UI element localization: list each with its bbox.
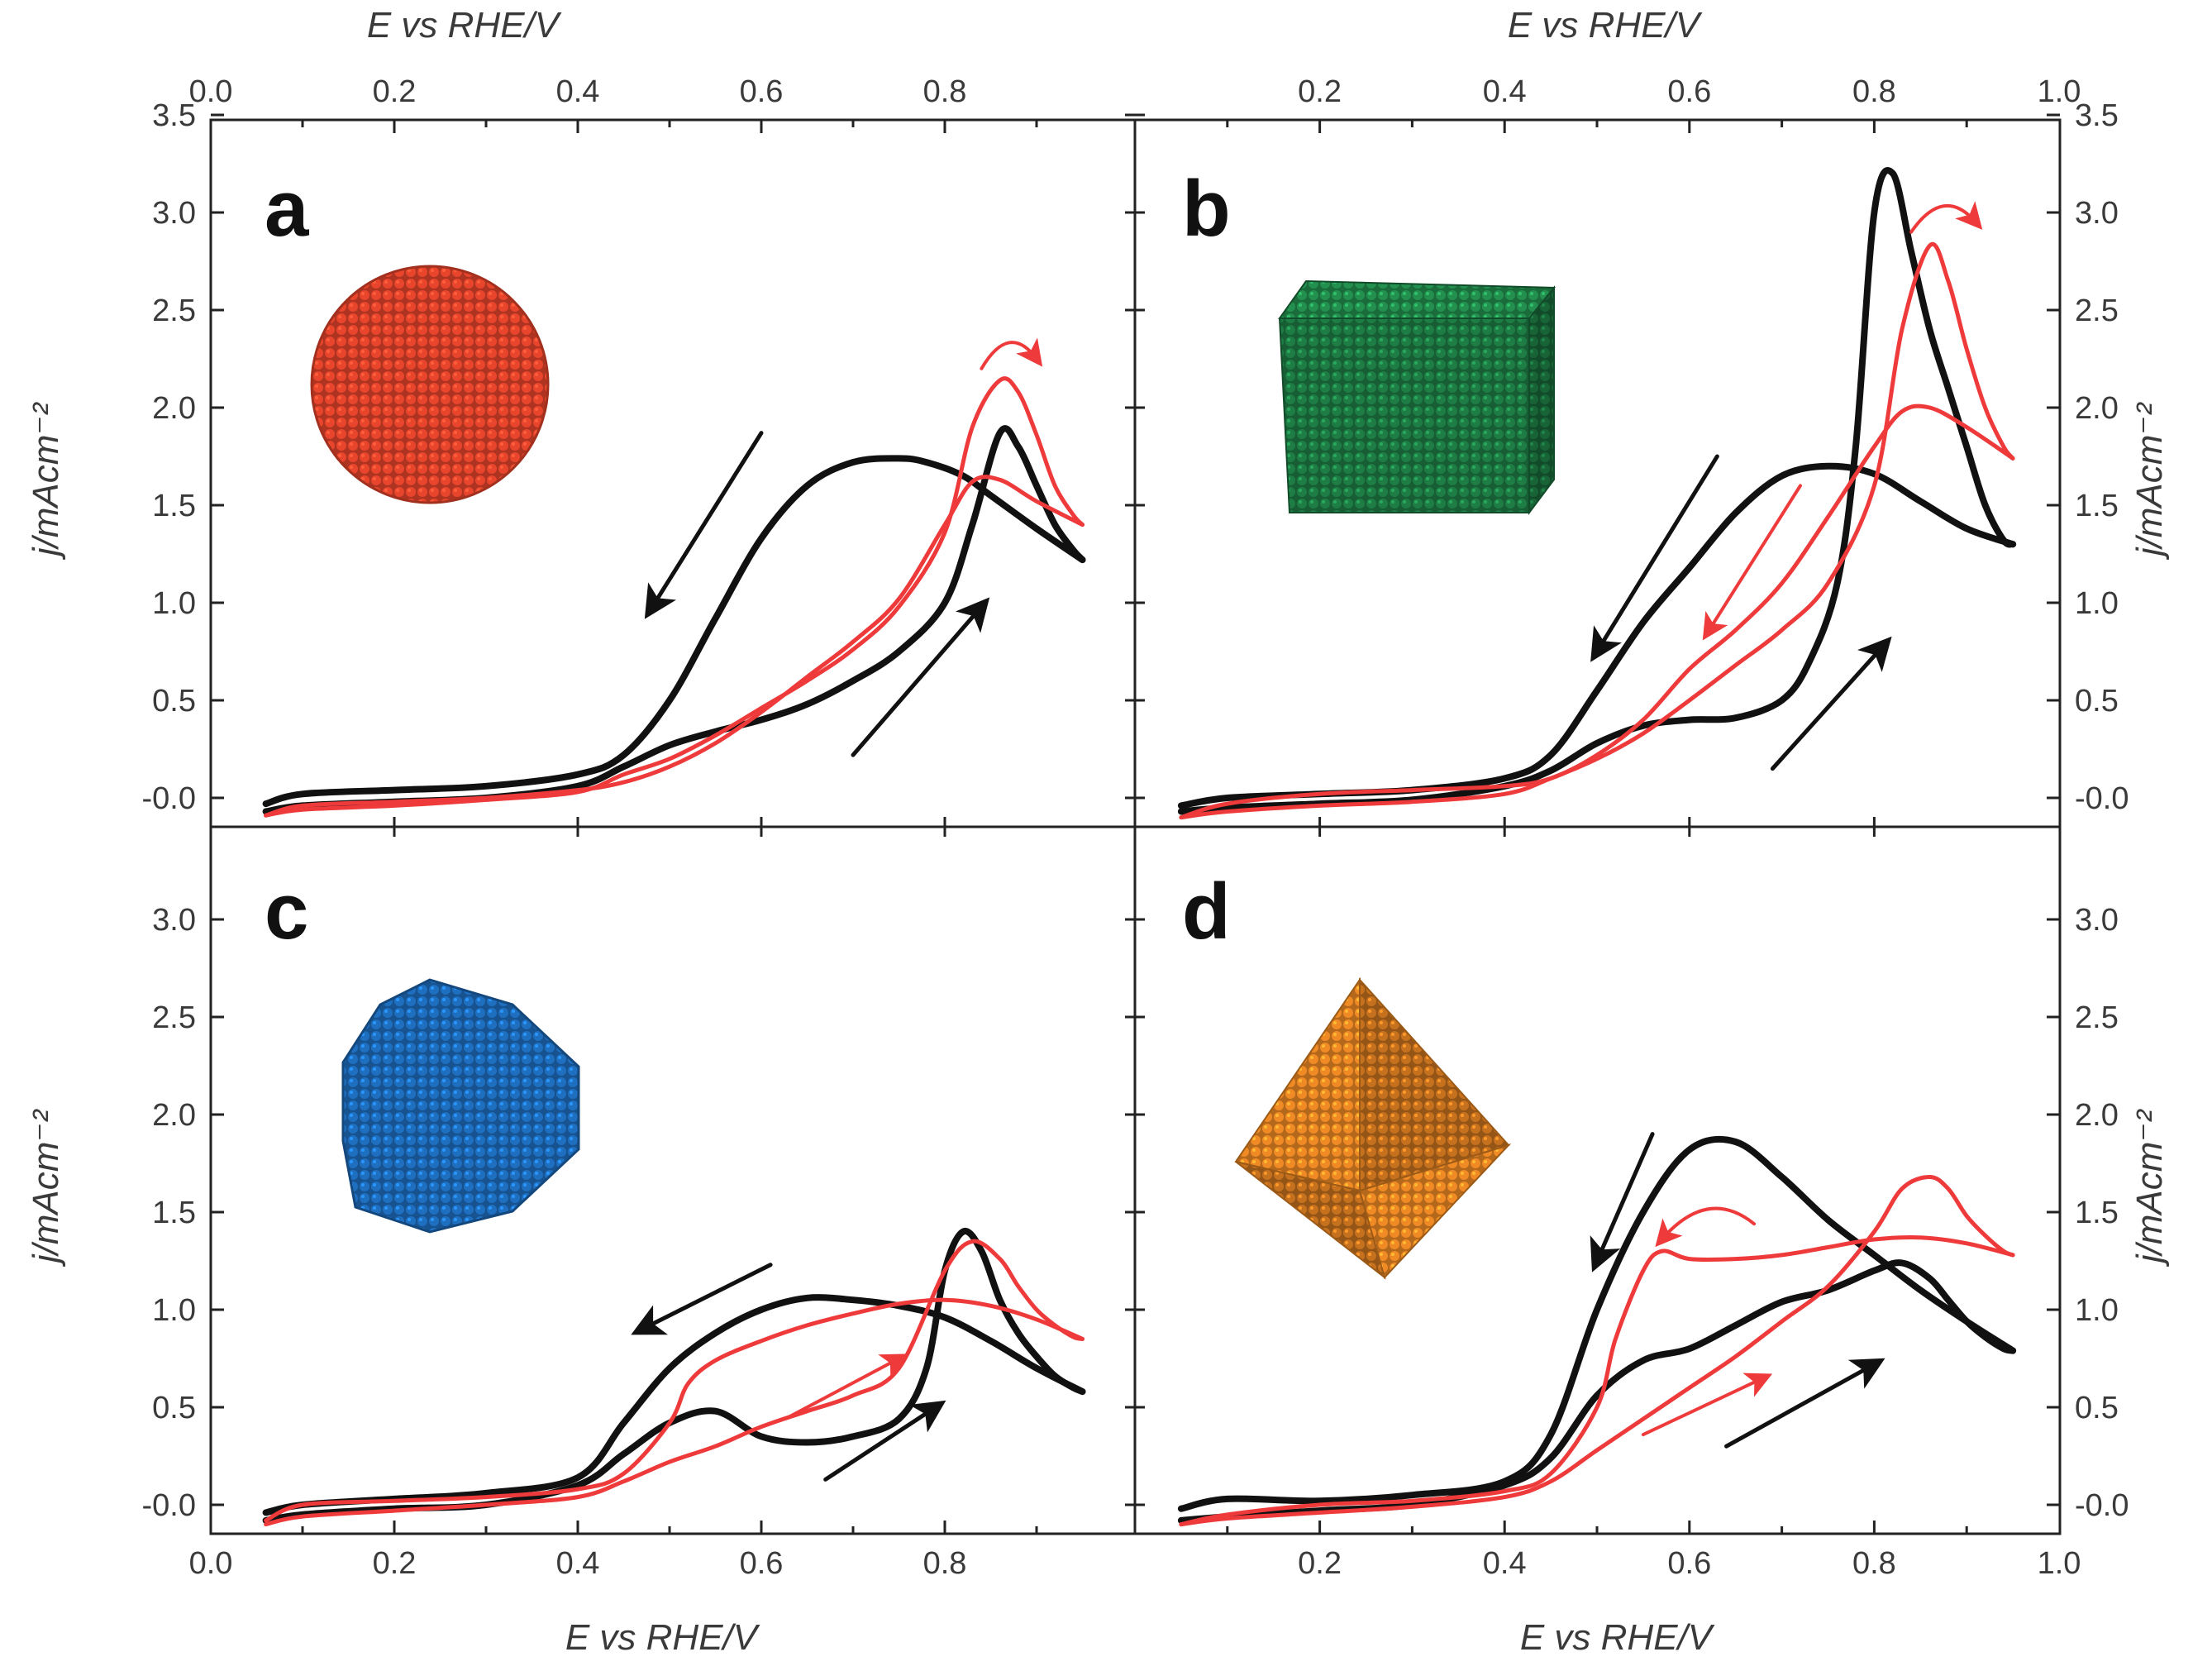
bottom-x-tick-label-right: 0.6 bbox=[1667, 1546, 1711, 1581]
y-tick-label-left: 1.0 bbox=[152, 586, 196, 621]
top-x-tick-label-left: 0.6 bbox=[740, 74, 784, 109]
y-tick-label-right: -0.0 bbox=[2075, 781, 2129, 816]
nanoparticle-illustrations bbox=[310, 265, 1557, 1280]
panel-c-curve-red-forward bbox=[264, 1239, 1085, 1527]
voltammetry-curves bbox=[262, 167, 2017, 1527]
panel-a-arrow-0 bbox=[644, 431, 764, 619]
panel-c-curve-black-forward bbox=[262, 1228, 1086, 1524]
panel-c-arrow-1 bbox=[823, 1400, 946, 1482]
y-tick-label-left: 3.5 bbox=[152, 98, 196, 133]
panel-d-curve-red-forward bbox=[1179, 1175, 2015, 1527]
y-tick-label-left: -0.0 bbox=[142, 1488, 196, 1523]
panel-label-a: a bbox=[265, 165, 309, 253]
y-tick-label-left: 1.5 bbox=[152, 489, 196, 523]
top-x-tick-label-left: 0.4 bbox=[556, 74, 600, 109]
bottom-x-tick-label-left: 0.2 bbox=[373, 1546, 417, 1581]
y-tick-label-right: 1.0 bbox=[2075, 1293, 2119, 1328]
top-x-tick-label-left: 0.0 bbox=[189, 74, 233, 109]
top-x-axis-title-right: E vs RHE/V bbox=[1508, 5, 1703, 45]
y-tick-label-left: 2.5 bbox=[152, 294, 196, 328]
y-axis-title-right-top: j/mAcm⁻² bbox=[2129, 402, 2170, 560]
bottom-x-tick-label-right: 1.0 bbox=[2038, 1546, 2081, 1581]
top-x-tick-label-right: 0.2 bbox=[1298, 74, 1342, 109]
direction-arrows bbox=[631, 201, 1983, 1482]
panel-a-arrow-1 bbox=[851, 597, 990, 757]
y-tick-label-right: 3.5 bbox=[2075, 98, 2119, 133]
panel-b-curved-arrow-3 bbox=[1909, 201, 1983, 234]
y-tick-label-right: 0.5 bbox=[2075, 684, 2119, 719]
top-x-tick-label-left: 0.8 bbox=[923, 74, 967, 109]
bottom-x-axis-title-right: E vs RHE/V bbox=[1520, 1617, 1715, 1658]
panel-b-arrow-1 bbox=[1770, 636, 1892, 771]
y-tick-label-left: -0.0 bbox=[142, 781, 196, 816]
panel-a-curve-black-backward bbox=[262, 455, 1086, 808]
bottom-x-tick-label-left: 0.4 bbox=[556, 1546, 600, 1581]
y-tick-label-right: 3.0 bbox=[2075, 903, 2119, 938]
bottom-x-tick-label-left: 0.8 bbox=[923, 1546, 967, 1581]
panel-d-curved-arrow-3 bbox=[1655, 1206, 1757, 1248]
panel-c-arrow-2 bbox=[787, 1354, 908, 1419]
bottom-x-tick-label-right: 0.8 bbox=[1852, 1546, 1896, 1581]
panel-b-curve-red-backward bbox=[1179, 403, 2015, 820]
y-tick-label-left: 2.0 bbox=[152, 1098, 196, 1133]
axis-ticks bbox=[209, 113, 2060, 1534]
top-x-tick-label-right: 0.6 bbox=[1667, 74, 1711, 109]
y-tick-label-right: 0.5 bbox=[2075, 1391, 2119, 1425]
y-tick-label-left: 3.0 bbox=[152, 196, 196, 231]
y-tick-label-right: 2.0 bbox=[2075, 1098, 2119, 1133]
top-x-axis-title-left: E vs RHE/V bbox=[367, 5, 562, 45]
y-tick-label-left: 0.5 bbox=[152, 684, 196, 719]
bottom-x-tick-label-right: 0.4 bbox=[1483, 1546, 1527, 1581]
y-tick-label-left: 2.5 bbox=[152, 1000, 196, 1035]
panel-c-curve-red-backward bbox=[264, 1297, 1085, 1523]
panel-c-curve-black-backward bbox=[262, 1294, 1086, 1516]
y-tick-label-left: 1.5 bbox=[152, 1196, 196, 1230]
top-x-tick-label-left: 0.2 bbox=[373, 74, 417, 109]
bottom-x-axis-title-left: E vs RHE/V bbox=[565, 1617, 760, 1658]
y-tick-label-left: 3.0 bbox=[152, 903, 196, 938]
y-tick-label-right: 2.0 bbox=[2075, 391, 2119, 426]
bottom-x-tick-label-left: 0.0 bbox=[189, 1546, 233, 1581]
top-x-tick-label-right: 1.0 bbox=[2038, 74, 2081, 109]
cube-nanoparticle-image bbox=[1278, 279, 1557, 515]
panel-a-curved-arrow-2 bbox=[980, 337, 1043, 370]
panel-b-arrow-0 bbox=[1590, 454, 1719, 662]
y-axis-title-left-bottom: j/mAcm⁻² bbox=[26, 1109, 66, 1267]
y-axis-title-right-bottom: j/mAcm⁻² bbox=[2129, 1109, 2170, 1267]
panel-b-curve-black-forward bbox=[1177, 167, 2017, 815]
panel-d-arrow-0 bbox=[1590, 1132, 1655, 1272]
sphere-nanoparticle-image bbox=[310, 265, 550, 504]
panel-label-d: d bbox=[1182, 867, 1231, 956]
cuboctahedron-nanoparticle-image bbox=[341, 978, 580, 1234]
y-tick-label-right: -0.0 bbox=[2075, 1488, 2129, 1523]
panel-d-curve-red-backward bbox=[1179, 1234, 2015, 1527]
top-x-tick-label-right: 0.8 bbox=[1852, 74, 1896, 109]
panel-b-arrow-2 bbox=[1702, 484, 1802, 641]
axis-tick-labels: 0.0 0.0 0.2 0.2 0.4 0.4 0.6 0.6 0.8 0.8 0.2 0.2 0.4 0… bbox=[142, 74, 2129, 1581]
y-tick-label-right: 1.0 bbox=[2075, 586, 2119, 621]
panel-a-curve-red-backward bbox=[264, 475, 1085, 818]
y-tick-label-right: 2.5 bbox=[2075, 294, 2119, 328]
panel-d-arrow-1 bbox=[1724, 1358, 1885, 1449]
bottom-x-tick-label-left: 0.6 bbox=[740, 1546, 784, 1581]
panel-d-arrow-2 bbox=[1641, 1373, 1773, 1437]
y-tick-label-left: 0.5 bbox=[152, 1391, 196, 1425]
octahedron-nanoparticle-image bbox=[1234, 976, 1512, 1280]
panel-d-curve-black-backward bbox=[1177, 1135, 2017, 1512]
top-x-tick-label-right: 0.4 bbox=[1483, 74, 1527, 109]
y-tick-label-right: 1.5 bbox=[2075, 1196, 2119, 1230]
panel-label-c: c bbox=[265, 867, 308, 956]
y-axis-title-left-top: j/mAcm⁻² bbox=[26, 402, 66, 560]
y-tick-label-left: 2.0 bbox=[152, 391, 196, 426]
panel-label-b: b bbox=[1182, 165, 1231, 253]
y-tick-label-right: 2.5 bbox=[2075, 1000, 2119, 1035]
panel-c-arrow-0 bbox=[631, 1263, 773, 1335]
y-tick-label-right: 1.5 bbox=[2075, 489, 2119, 523]
panel-b-curve-red-forward bbox=[1179, 241, 2015, 820]
y-tick-label-left: 1.0 bbox=[152, 1293, 196, 1328]
y-tick-label-right: 3.0 bbox=[2075, 196, 2119, 231]
bottom-x-tick-label-right: 0.2 bbox=[1298, 1546, 1342, 1581]
